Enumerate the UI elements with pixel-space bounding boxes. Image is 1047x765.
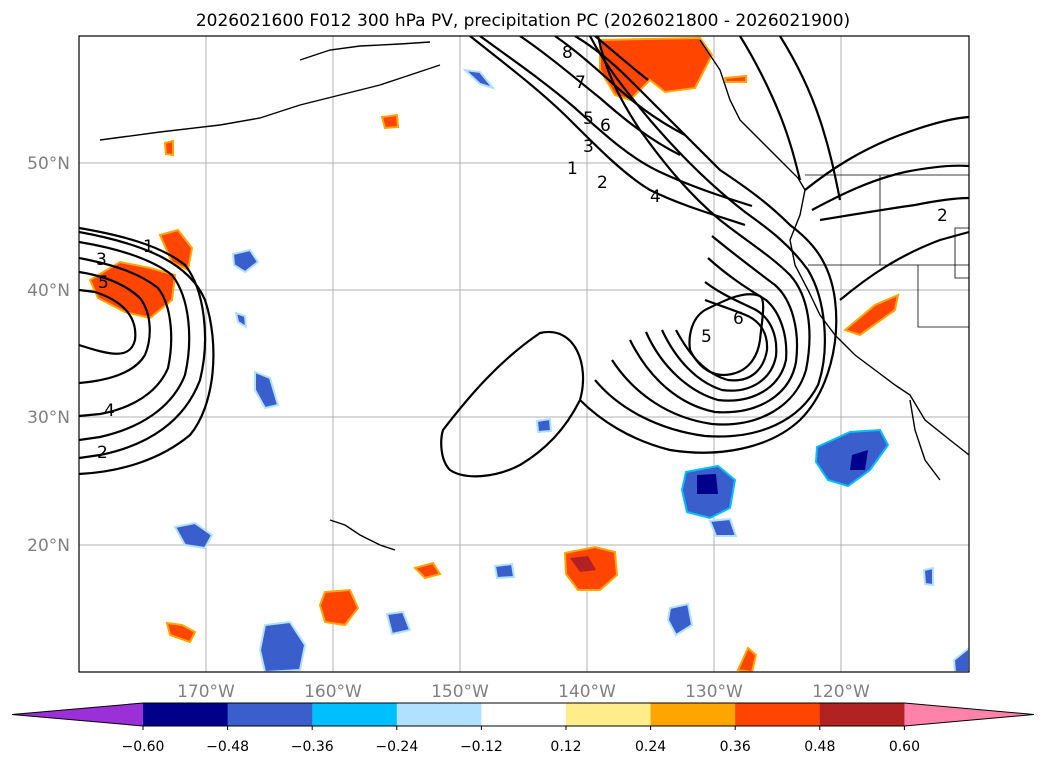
negative-anomaly-areas [173, 68, 969, 672]
colorbar-tick-label: −0.48 [206, 739, 249, 755]
pv-label: 6 [733, 309, 744, 329]
contour-labels: 1 3 5 4 2 8 7 5 6 3 1 2 4 5 6 2 [96, 43, 948, 463]
colorbar-tick-label: −0.60 [122, 739, 165, 755]
latitude-labels: 50°N 40°N 30°N 20°N [27, 154, 70, 556]
lon-tick-label: 120°W [812, 682, 870, 702]
positive-anomaly-areas [88, 36, 900, 672]
lat-tick-label: 30°N [27, 408, 70, 428]
colorbar-segment [396, 703, 482, 726]
map-frame [78, 35, 970, 673]
pv-contours [79, 36, 969, 478]
colorbar-tick-label: −0.12 [460, 739, 503, 755]
pv-label: 8 [562, 43, 573, 63]
colorbar-extend-max [904, 703, 1034, 726]
map-area: 1 3 5 4 2 8 7 5 6 3 1 2 4 5 6 2 [79, 36, 969, 672]
lon-tick-label: 140°W [558, 682, 616, 702]
pv-label: 3 [583, 137, 594, 157]
colorbar-segment [312, 703, 398, 726]
colorbar-segment [650, 703, 736, 726]
colorbar-extend-min [12, 703, 143, 726]
lat-tick-label: 50°N [27, 154, 70, 174]
colorbar-segment [735, 703, 821, 726]
pv-label: 4 [104, 401, 115, 421]
gridlines [79, 36, 969, 672]
pv-label: 1 [567, 159, 578, 179]
pv-label: 4 [650, 187, 661, 207]
lon-tick-label: 130°W [685, 682, 743, 702]
pv-label: 2 [97, 443, 108, 463]
colorbar-tick-label: 0.48 [804, 739, 835, 755]
pv-label: 5 [583, 109, 594, 129]
coastlines [99, 39, 969, 551]
lon-tick-label: 150°W [431, 682, 489, 702]
colorbar-segment [819, 703, 905, 726]
pv-label: 7 [575, 73, 586, 93]
colorbar-tick-label: 0.60 [889, 739, 920, 755]
lat-tick-label: 20°N [27, 536, 70, 556]
colorbar-segment [481, 703, 567, 726]
pv-label: 5 [98, 273, 109, 293]
pv-label: 2 [937, 206, 948, 226]
pv-label: 6 [600, 116, 611, 136]
colorbar-tick-label: −0.36 [291, 739, 334, 755]
colorbar-tick-label: −0.24 [375, 739, 418, 755]
colorbar-segment [143, 703, 229, 726]
colorbar-segment [227, 703, 313, 726]
colorbar-tick-label: 0.36 [720, 739, 751, 755]
colorbar: −0.60 −0.48 −0.36 −0.24 −0.12 0.12 0.24 0.36 0.4… [11, 702, 1035, 755]
pv-label: 1 [143, 237, 154, 257]
colorbar-segment [566, 703, 652, 726]
pv-label: 3 [96, 250, 107, 270]
pv-label: 5 [701, 327, 712, 347]
lon-tick-label: 160°W [304, 682, 362, 702]
lat-tick-label: 40°N [27, 281, 70, 301]
longitude-labels: 170°W 160°W 150°W 140°W 130°W 120°W [177, 682, 870, 702]
map-title: 2026021600 F012 300 hPa PV, precipitatio… [196, 11, 850, 31]
lon-tick-label: 170°W [177, 682, 235, 702]
colorbar-tick-label: 0.24 [635, 739, 666, 755]
pv-label: 2 [597, 173, 608, 193]
colorbar-tick-label: 0.12 [550, 739, 581, 755]
